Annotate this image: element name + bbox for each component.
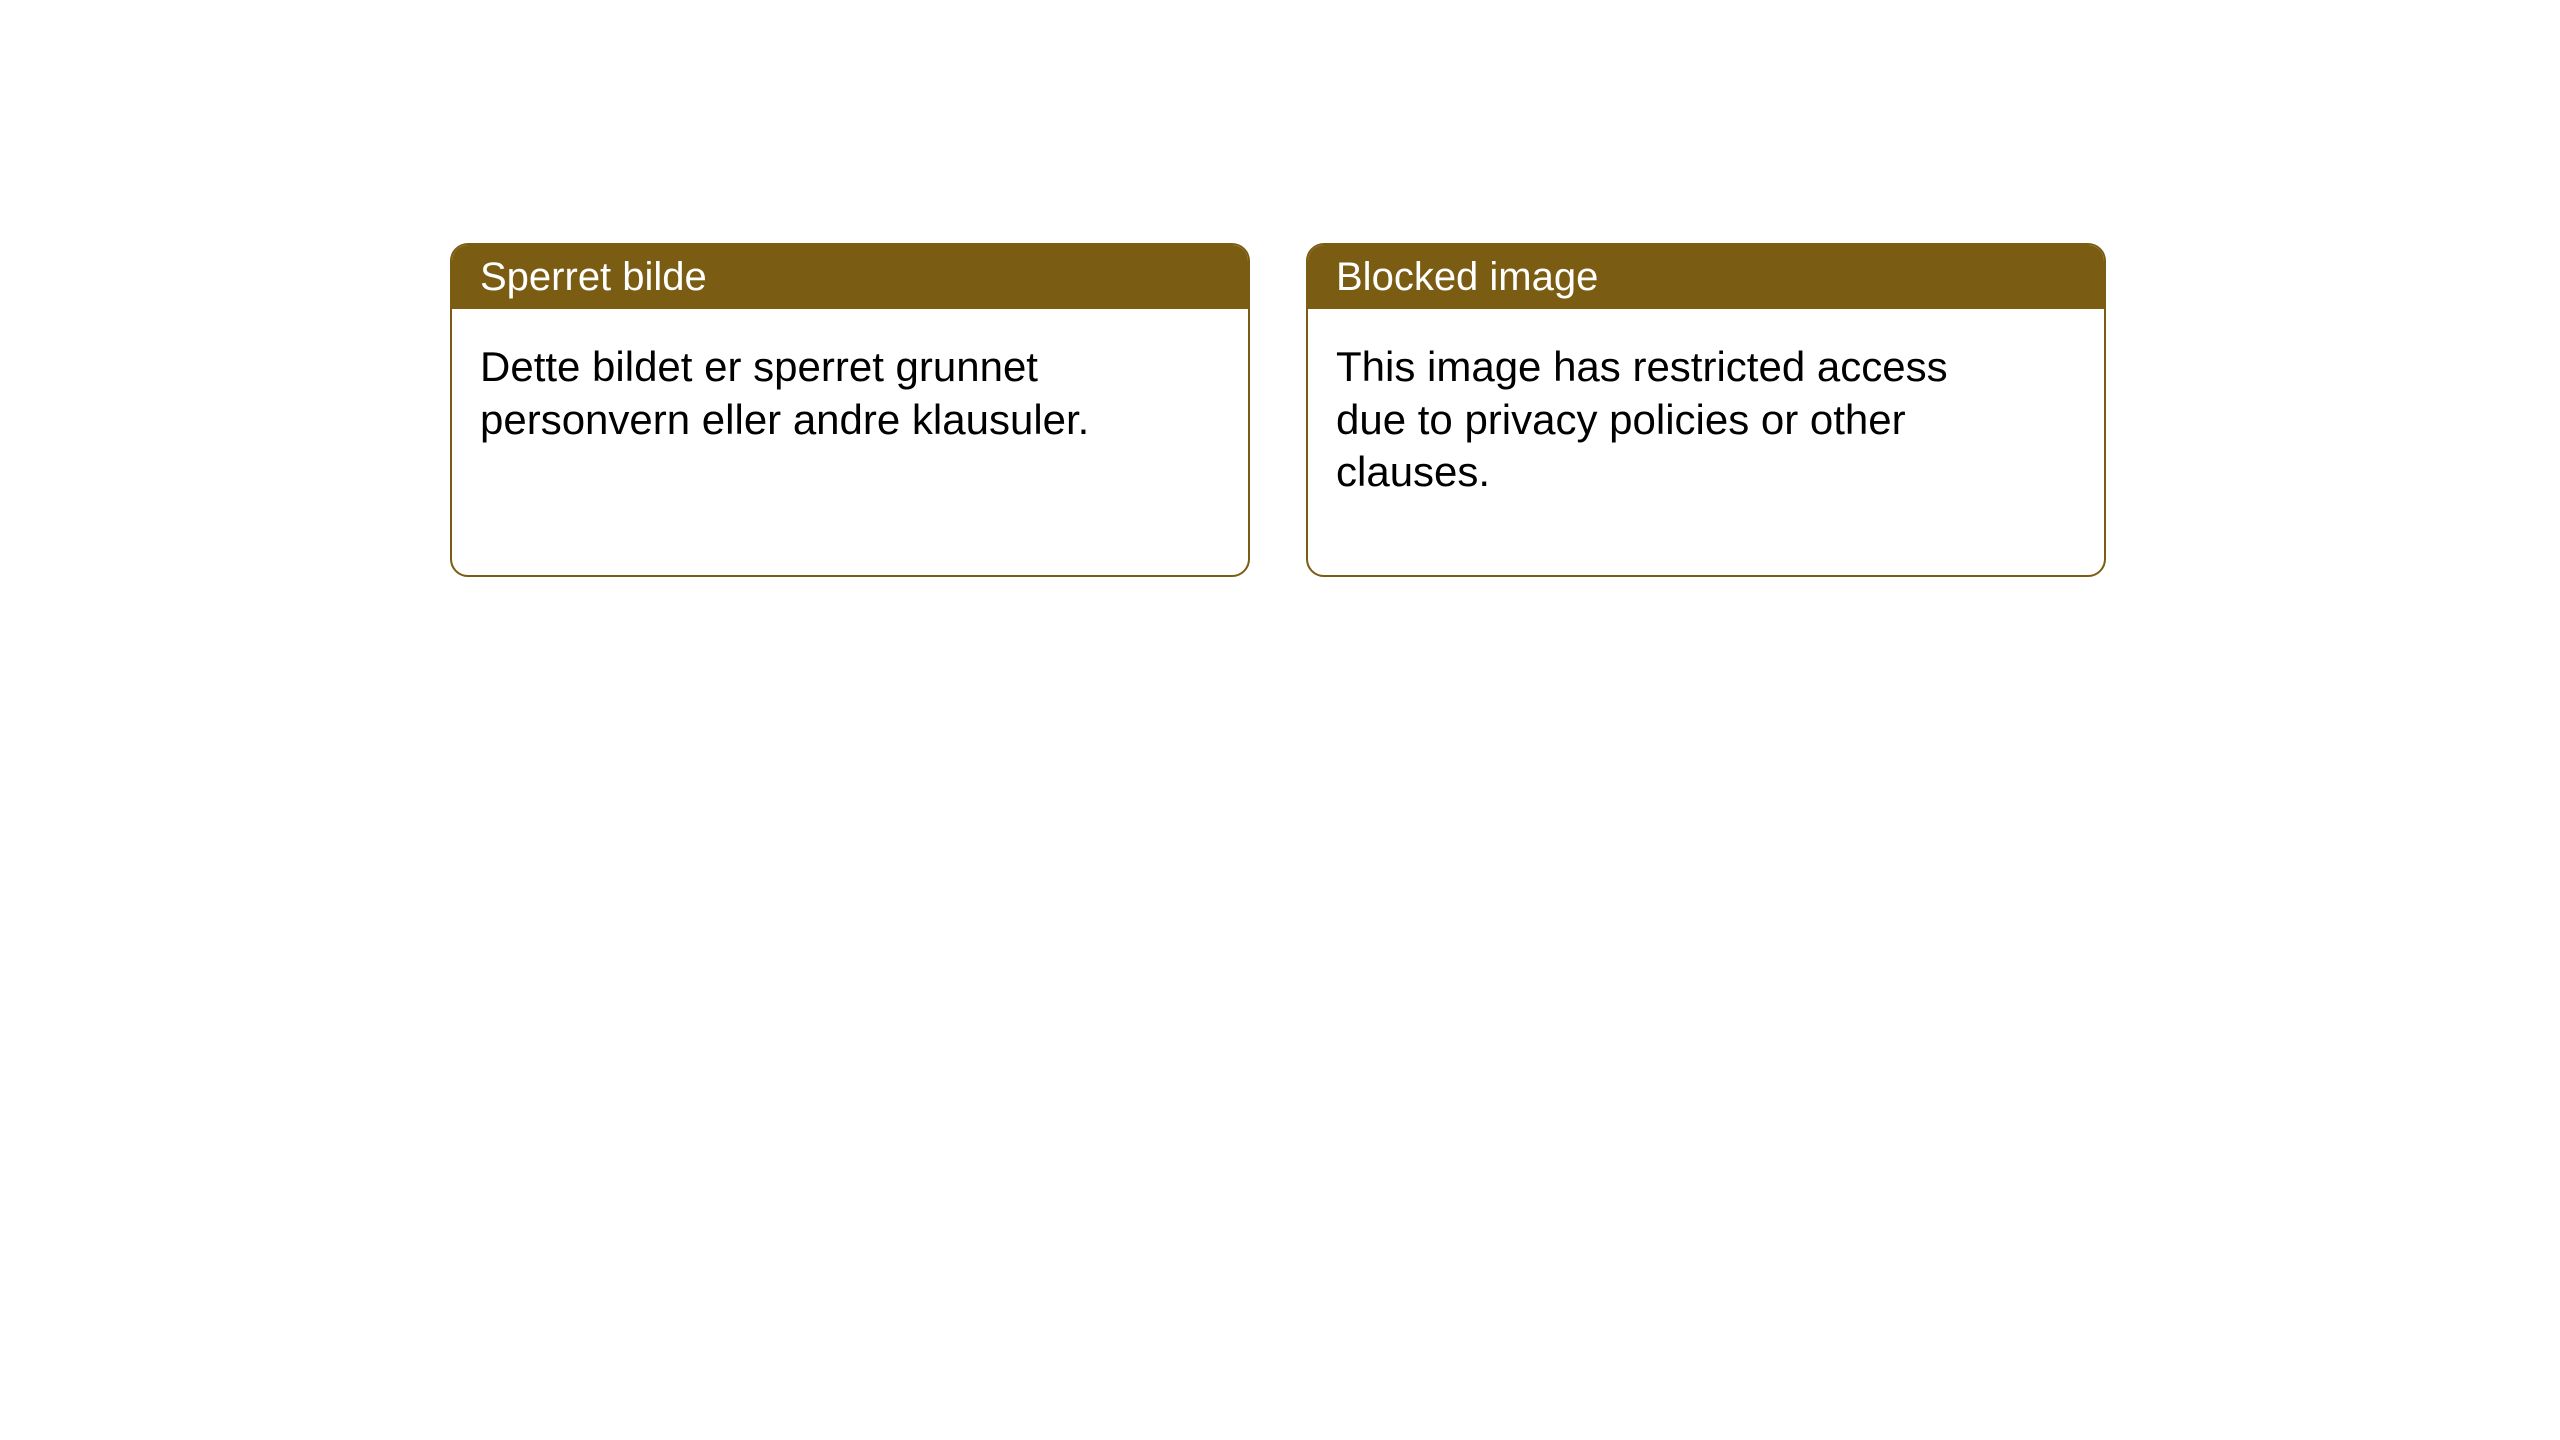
card-header-en: Blocked image: [1308, 245, 2104, 309]
blocked-image-card-en: Blocked image This image has restricted …: [1306, 243, 2106, 577]
cards-container: Sperret bilde Dette bildet er sperret gr…: [450, 243, 2106, 577]
blocked-image-card-no: Sperret bilde Dette bildet er sperret gr…: [450, 243, 1250, 577]
card-header-no: Sperret bilde: [452, 245, 1248, 309]
card-body-no: Dette bildet er sperret grunnet personve…: [452, 309, 1132, 478]
card-body-en: This image has restricted access due to …: [1308, 309, 1988, 531]
